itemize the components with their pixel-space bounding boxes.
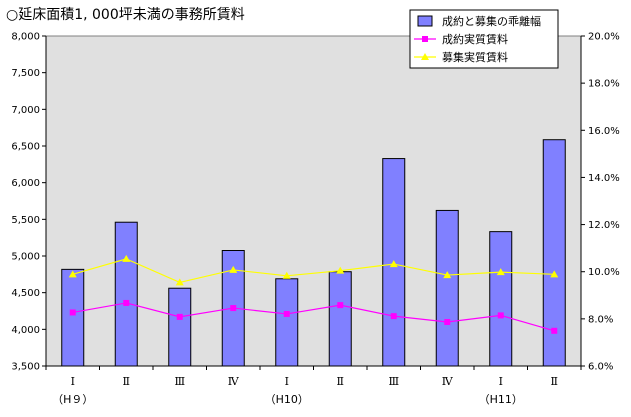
square-marker bbox=[551, 327, 558, 334]
chart-title: ○延床面積1, 000坪未満の事務所賃料 bbox=[6, 7, 245, 23]
left-axis-tick-label: 7,500 bbox=[11, 68, 40, 79]
x-axis-category-label: Ⅱ bbox=[123, 375, 130, 388]
axes: 3,500 4,000 4,500 5,000 5,500 6,000 6,500 7,000… bbox=[11, 32, 619, 407]
x-axis-year-label: （H９） bbox=[52, 393, 93, 406]
x-axis-year-label: （H11） bbox=[479, 393, 523, 406]
bar bbox=[168, 287, 192, 367]
legend-triangle-marker bbox=[421, 53, 429, 60]
left-axis-tick-label: 5,500 bbox=[11, 215, 40, 226]
left-axis-tick-label: 3,500 bbox=[11, 362, 40, 373]
x-axis-category-label: Ⅳ bbox=[228, 375, 240, 388]
x-axis-category-label: Ⅲ bbox=[388, 375, 399, 388]
triangle-marker bbox=[496, 268, 505, 276]
triangle-marker bbox=[68, 270, 77, 278]
right-axis-tick-label: 14.0% bbox=[588, 173, 620, 184]
right-axis-tick-label: 16.0% bbox=[588, 126, 620, 137]
triangle-marker bbox=[443, 271, 452, 279]
square-marker bbox=[69, 309, 76, 316]
x-axis-year-label: （H10） bbox=[265, 393, 309, 406]
bar-series bbox=[61, 139, 566, 367]
x-axis-category-label: Ⅳ bbox=[442, 375, 454, 388]
square-marker bbox=[283, 310, 290, 317]
series-line bbox=[72, 302, 555, 332]
legend-swatch-bar bbox=[417, 15, 433, 27]
x-axis-category-label: Ⅱ bbox=[337, 375, 344, 388]
legend-label: 募集実質賃料 bbox=[442, 50, 508, 64]
triangle-marker bbox=[175, 278, 184, 286]
left-axis-tick-label: 4,000 bbox=[11, 325, 40, 336]
right-axis-tick-label: 8.0% bbox=[588, 314, 613, 325]
triangle-marker bbox=[336, 266, 345, 274]
left-axis-tick-label: 5,000 bbox=[11, 252, 40, 263]
left-axis-tick-label: 6,500 bbox=[11, 142, 40, 153]
bar bbox=[275, 278, 299, 367]
x-axis-category-label: Ⅲ bbox=[174, 375, 185, 388]
left-axis-tick-label: 7,000 bbox=[11, 105, 40, 116]
left-axis-tick-label: 8,000 bbox=[11, 32, 40, 43]
triangle-marker bbox=[229, 265, 238, 273]
bar bbox=[328, 271, 352, 367]
x-axis-category-label: Ⅰ bbox=[285, 375, 289, 388]
left-axis-tick-label: 4,500 bbox=[11, 288, 40, 299]
line-series bbox=[68, 254, 559, 334]
legend-square-marker bbox=[422, 36, 428, 42]
triangle-marker bbox=[550, 270, 559, 278]
square-marker bbox=[230, 305, 237, 312]
square-marker bbox=[123, 299, 130, 306]
bar bbox=[114, 221, 138, 367]
bar bbox=[489, 231, 513, 367]
left-axis-tick-label: 6,000 bbox=[11, 178, 40, 189]
triangle-marker bbox=[389, 260, 398, 268]
bar bbox=[435, 209, 459, 367]
legend-label: 成約実質賃料 bbox=[442, 32, 508, 46]
square-marker bbox=[497, 312, 504, 319]
square-marker bbox=[176, 313, 183, 320]
bar bbox=[61, 268, 85, 367]
right-axis-tick-label: 18.0% bbox=[588, 79, 620, 90]
triangle-marker bbox=[122, 254, 131, 262]
x-axis-category-label: Ⅰ bbox=[499, 375, 503, 388]
triangle-marker bbox=[282, 271, 291, 279]
legend-label: 成約と募集の乖離幅 bbox=[442, 14, 541, 28]
x-axis-category-label: Ⅰ bbox=[71, 375, 75, 388]
square-marker bbox=[390, 313, 397, 320]
series-line bbox=[72, 258, 555, 284]
right-axis-tick-label: 12.0% bbox=[588, 220, 620, 231]
right-axis-tick-label: 10.0% bbox=[588, 267, 620, 278]
square-marker bbox=[337, 302, 344, 309]
square-marker bbox=[444, 319, 451, 325]
right-axis-tick-label: 6.0% bbox=[588, 362, 613, 373]
x-axis-category-label: Ⅱ bbox=[551, 375, 558, 388]
right-axis-tick-label: 20.0% bbox=[588, 32, 620, 43]
